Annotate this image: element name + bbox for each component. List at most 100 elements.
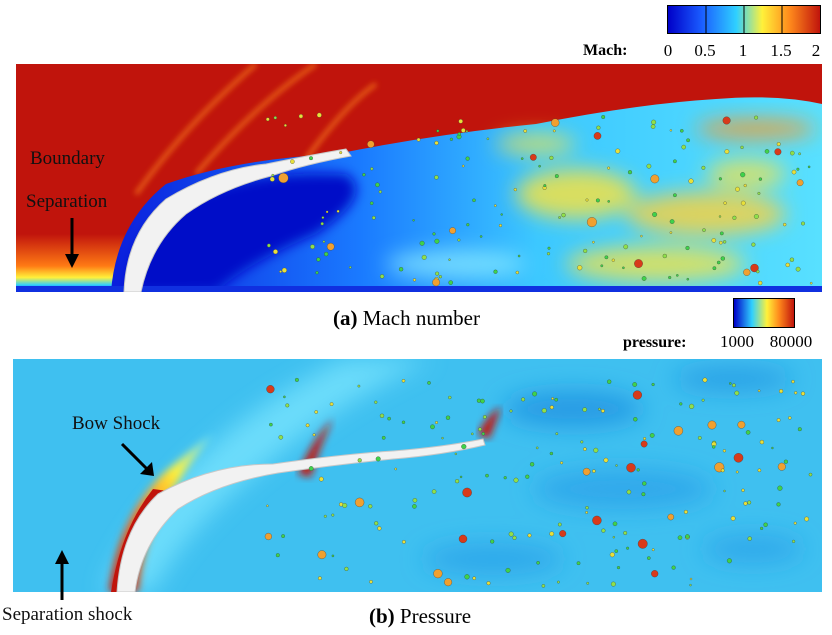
droplet-particle — [267, 243, 271, 248]
droplet-particle — [797, 427, 802, 432]
droplet-particle — [643, 437, 647, 441]
droplet-particle — [320, 222, 324, 226]
mach-tick: 0.5 — [694, 41, 716, 60]
boundary-annotation: Boundary — [30, 148, 105, 169]
droplet-particle — [790, 150, 795, 156]
droplet-particle — [640, 440, 648, 448]
droplet-particle — [796, 179, 804, 187]
droplet-particle — [318, 476, 324, 482]
droplet-particle — [592, 240, 595, 244]
droplet-particle — [707, 420, 717, 430]
droplet-particle — [609, 552, 615, 558]
droplet-particles — [264, 377, 813, 588]
droplet-particle — [771, 446, 774, 450]
droplet-particle — [344, 566, 349, 571]
droplet-particle — [461, 444, 467, 450]
droplet-particle — [777, 462, 786, 471]
droplet-particle — [724, 149, 730, 154]
droplet-particle — [472, 576, 476, 580]
droplet-particle — [264, 532, 272, 541]
droplet-particle — [557, 580, 560, 584]
droplet-particle — [740, 145, 744, 150]
droplet-particle — [317, 550, 327, 560]
droplet-particle — [671, 565, 676, 570]
droplet-particle — [577, 265, 583, 271]
droplet-particle — [794, 391, 798, 395]
droplet-particle — [513, 477, 519, 483]
droplet-particle — [517, 254, 521, 258]
mach-tick: 1 — [738, 41, 748, 60]
droplet-particle — [551, 118, 560, 127]
droplet-particle — [314, 410, 318, 414]
droplet-particle — [652, 212, 658, 217]
droplet-particle — [585, 511, 588, 514]
droplet-particle — [764, 149, 770, 154]
caption-a-text: Mach number — [362, 306, 480, 330]
droplet-particle — [785, 262, 790, 268]
droplet-particle — [612, 521, 618, 527]
droplet-particle — [651, 119, 657, 125]
droplet-particle — [323, 514, 327, 518]
droplet-particle — [357, 458, 362, 463]
droplet-particle — [689, 583, 692, 587]
droplet-particle — [667, 513, 675, 521]
droplet-particle — [454, 452, 457, 456]
droplet-particle — [582, 467, 591, 476]
droplet-particle — [642, 481, 647, 486]
droplet-particle — [298, 114, 304, 119]
droplet-particle — [309, 156, 313, 161]
pressure-colorbar — [733, 298, 795, 328]
droplet-particle — [623, 531, 628, 535]
droplet-particle — [512, 535, 517, 540]
droplet-particle — [747, 536, 752, 541]
droplet-particle — [290, 159, 295, 164]
droplet-particle — [627, 170, 633, 175]
droplet-particle — [718, 215, 722, 218]
caption-b-text: Pressure — [399, 604, 472, 628]
droplet-particle — [723, 201, 727, 205]
droplet-particle — [702, 228, 706, 232]
droplet-particle — [486, 581, 491, 586]
droplet-particle — [607, 200, 610, 203]
droplet-particle — [444, 578, 453, 587]
droplet-particle — [637, 538, 648, 549]
droplet-particle — [525, 474, 530, 479]
mach-tick: 2 — [811, 41, 821, 60]
droplet-particle — [434, 140, 439, 146]
droplet-particle — [480, 398, 485, 404]
droplet-particle — [601, 528, 606, 533]
droplet-particle — [543, 184, 547, 188]
droplet-particle — [455, 479, 460, 484]
droplet-particle — [800, 391, 806, 396]
droplet-particle — [500, 213, 503, 216]
droplet-particle — [546, 252, 551, 256]
separation-annotation: Separation — [26, 191, 108, 212]
droplet-particle — [536, 561, 540, 565]
pressure-colorbar-label: pressure: — [623, 334, 687, 351]
mach-tick: 0 — [663, 41, 673, 60]
droplet-particle — [729, 382, 732, 385]
pressure-tick: 1000 — [720, 332, 754, 351]
droplet-particle — [559, 530, 567, 538]
droplet-particle — [723, 489, 726, 493]
droplet-particle — [349, 266, 352, 269]
droplet-particle — [740, 200, 746, 206]
droplet-particle — [791, 379, 795, 384]
droplet-particle — [669, 129, 673, 132]
droplet-particle — [555, 432, 559, 436]
droplet-particle — [586, 217, 597, 228]
droplet-particle — [583, 248, 588, 253]
droplet-particle — [520, 157, 524, 160]
droplet-particle — [683, 509, 688, 514]
droplet-particle — [339, 151, 343, 155]
droplet-particle — [686, 138, 690, 143]
droplet-particle — [379, 413, 385, 418]
droplet-particle — [688, 178, 694, 184]
droplet-particle — [431, 489, 437, 494]
droplet-particle — [737, 420, 746, 429]
droplet-particle — [273, 249, 278, 255]
droplet-particle — [808, 472, 813, 477]
droplet-particle — [680, 129, 684, 133]
droplet-particle — [743, 501, 748, 506]
droplet-particle — [538, 164, 541, 168]
